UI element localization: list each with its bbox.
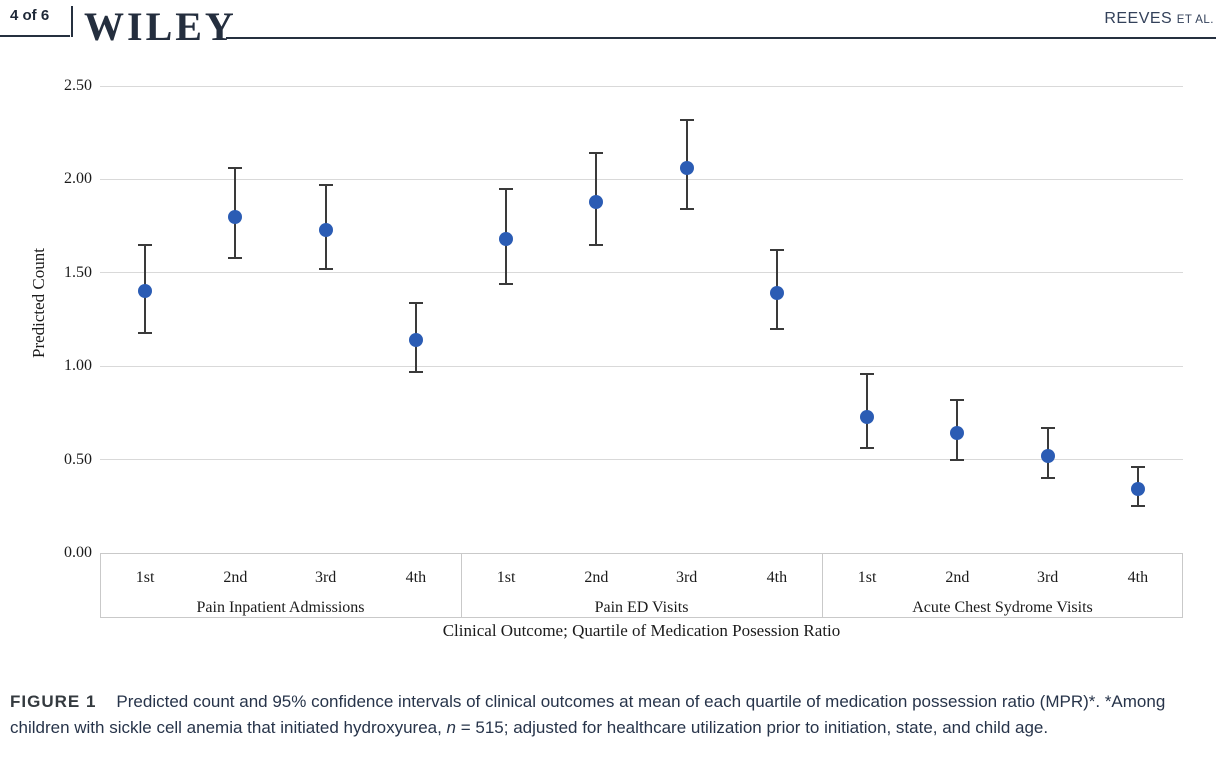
error-bar-cap-bottom	[1040, 477, 1055, 480]
error-bar-cap-top	[769, 249, 784, 252]
x-tick-label: 1st	[857, 569, 877, 586]
running-head: REEVES ET AL.	[1104, 10, 1214, 28]
x-tick-label: 4th	[405, 569, 427, 586]
y-gridline	[100, 272, 1183, 274]
figure-caption-text-2: = 515; adjusted for healthcare utilizati…	[456, 718, 1049, 737]
wiley-logo: WILEY	[84, 4, 237, 49]
error-bar-cap-top	[499, 187, 514, 190]
error-bar-cap-bottom	[499, 283, 514, 285]
error-bar-cap-top	[860, 372, 875, 375]
data-point	[318, 222, 333, 237]
x-tick-label: 4th	[1127, 569, 1149, 586]
data-point	[1130, 482, 1145, 497]
data-point	[769, 286, 784, 301]
error-bar-cap-bottom	[138, 331, 153, 334]
error-bar-cap-bottom	[228, 256, 243, 259]
figure-caption-text-1: Predicted count and 95% confidence inter…	[10, 692, 1166, 737]
x-group-label: Pain Inpatient Admissions	[196, 599, 365, 616]
error-bar-cap-bottom	[769, 327, 784, 330]
y-tick-label: 2.00	[64, 170, 92, 188]
figure-caption: FIGURE 1 Predicted count and 95% confiden…	[10, 689, 1213, 741]
header-divider-tick	[71, 6, 73, 37]
x-group-label: Acute Chest Sydrome Visits	[912, 599, 1093, 616]
error-bar-cap-top	[228, 167, 243, 170]
error-bar-cap-bottom	[318, 268, 333, 271]
y-tick-label: 2.50	[64, 77, 92, 94]
data-point	[499, 232, 514, 247]
y-gridline	[100, 365, 1183, 367]
data-point	[950, 426, 965, 441]
error-bar-cap-top	[1130, 466, 1145, 469]
y-tick-label: 1.00	[64, 357, 92, 375]
error-bar-cap-top	[679, 118, 694, 121]
x-tick-label: 2nd	[584, 569, 609, 586]
header-rule-right	[226, 37, 1216, 39]
y-gridline	[100, 178, 1183, 180]
error-bar-cap-bottom	[860, 447, 875, 450]
data-point	[679, 161, 694, 176]
x-tick-label: 3rd	[675, 569, 698, 586]
error-bar-cap-top	[950, 398, 965, 401]
page-number-label: 4 of 6	[10, 7, 50, 24]
y-tick-label: 0.00	[64, 544, 92, 561]
running-head-etal: ET AL.	[1176, 14, 1214, 26]
data-point	[228, 209, 243, 224]
data-point	[860, 409, 875, 424]
x-group-label: Pain ED Visits	[594, 599, 689, 616]
error-bar-cap-top	[589, 152, 604, 155]
error-bar-cap-top	[1040, 426, 1055, 429]
x-tick-label: 2nd	[945, 569, 970, 586]
y-gridline	[100, 85, 1183, 87]
x-tick-label: 3rd	[1036, 569, 1059, 586]
error-bar-cap-top	[408, 301, 423, 304]
x-group-separator	[460, 553, 462, 618]
error-bar-cap-bottom	[1130, 505, 1145, 508]
error-bar-cap-bottom	[589, 243, 604, 246]
error-bar-cap-bottom	[679, 208, 694, 211]
data-point	[589, 194, 604, 209]
error-bar-cap-top	[318, 184, 333, 186]
x-tick-label: 1st	[135, 569, 155, 586]
x-axis-title: Clinical Outcome; Quartile of Medication…	[442, 621, 841, 640]
error-bar-cap-top	[138, 243, 153, 246]
x-tick-label: 4th	[766, 569, 788, 586]
x-tick-label: 1st	[496, 569, 516, 586]
x-tick-label: 2nd	[223, 569, 248, 586]
running-head-authors: REEVES	[1104, 10, 1173, 27]
figure-caption-italic-n: n	[446, 718, 457, 737]
data-point	[408, 333, 423, 348]
y-tick-label: 1.50	[64, 263, 92, 281]
x-tick-label: 3rd	[314, 569, 337, 586]
data-point	[138, 284, 153, 299]
x-group-separator	[821, 553, 823, 618]
y-tick-label: 0.50	[64, 450, 92, 468]
x-axis-group-box	[100, 553, 1183, 618]
data-point	[1040, 448, 1055, 463]
error-bar-cap-bottom	[950, 458, 965, 461]
y-gridline	[100, 459, 1183, 461]
error-bar-cap-bottom	[408, 370, 423, 373]
header-rule-left	[0, 35, 70, 37]
figure-caption-label: FIGURE 1	[10, 692, 97, 711]
